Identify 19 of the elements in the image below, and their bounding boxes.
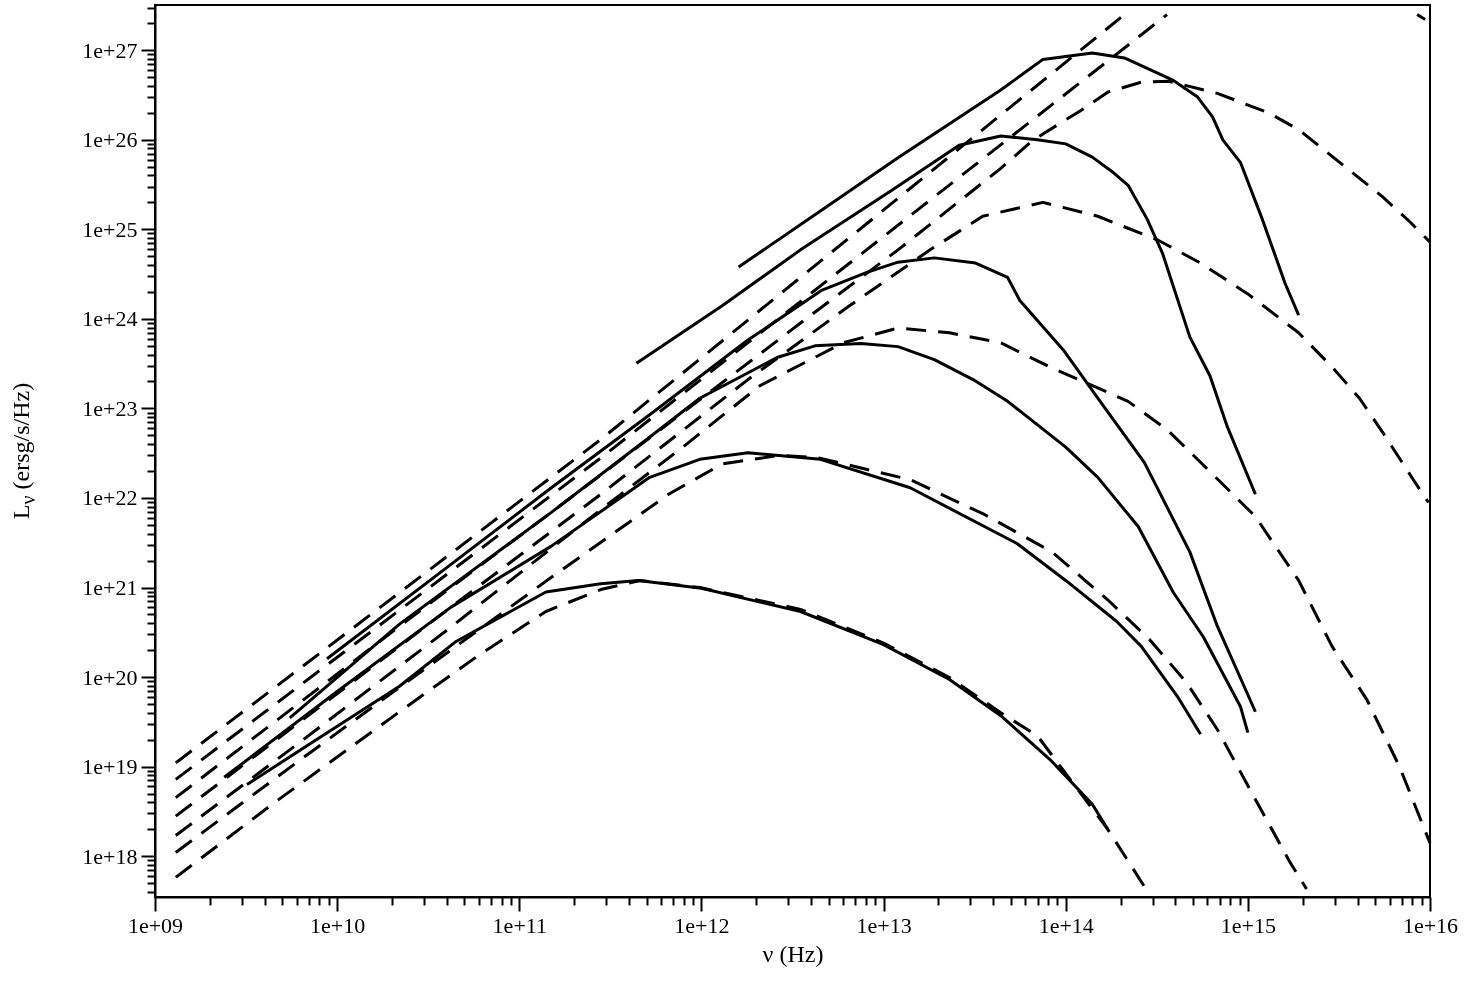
x-tick-label: 1e+10 xyxy=(310,912,366,938)
x-tick-label: 1e+11 xyxy=(492,912,547,938)
x-tick-label: 1e+12 xyxy=(674,912,730,938)
y-tick-label: 1e+19 xyxy=(82,754,138,780)
x-tick-label: 1e+09 xyxy=(127,912,184,938)
y-tick-label: 1e+22 xyxy=(82,485,138,511)
y-tick-label: 1e+24 xyxy=(82,306,138,332)
x-tick-label: 1e+16 xyxy=(1402,912,1459,938)
y-tick-label: 1e+20 xyxy=(82,664,138,690)
y-tick-label: 1e+18 xyxy=(82,843,138,869)
x-tick-label: 1e+15 xyxy=(1220,912,1276,938)
y-tick-label: 1e+23 xyxy=(82,395,138,421)
y-tick-label: 1e+21 xyxy=(82,575,138,601)
y-tick-label: 1e+25 xyxy=(82,216,138,242)
y-tick-label: 1e+27 xyxy=(82,37,138,63)
x-tick-label: 1e+14 xyxy=(1038,912,1094,938)
y-tick-label: 1e+26 xyxy=(82,127,138,153)
x-tick-label: 1e+13 xyxy=(856,912,912,938)
x-axis-title: ν (Hz) xyxy=(762,940,824,967)
